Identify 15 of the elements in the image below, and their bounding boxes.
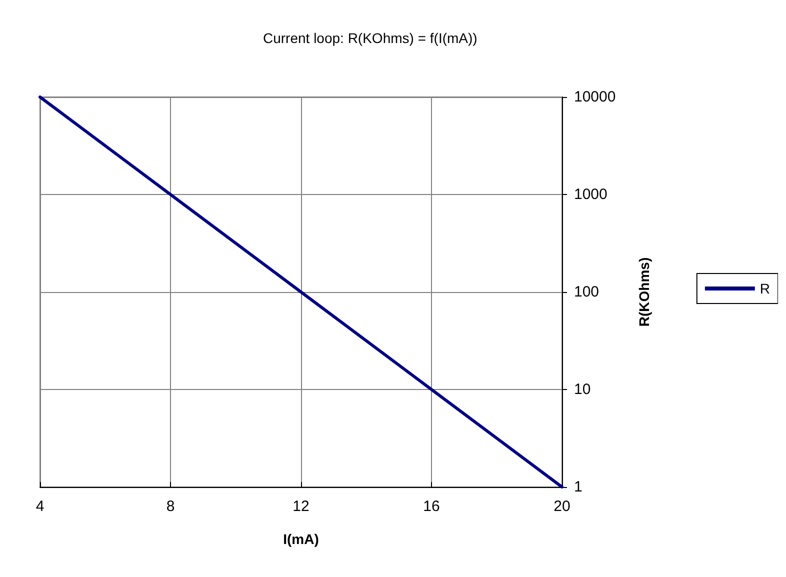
y-tick-label: 100 <box>574 284 600 300</box>
legend-label: R <box>760 280 770 296</box>
x-tick-label: 12 <box>292 498 310 515</box>
y-tick-label: 10 <box>574 381 591 398</box>
y-tick-label: 10000 <box>574 88 616 106</box>
x-axis-title: I(mA) <box>283 531 319 547</box>
y-axis-title: R(KOhms) <box>636 257 652 327</box>
chart-title: Current loop: R(KOhms) = f(I(mA)) <box>263 30 478 46</box>
y-tick-label: 1 <box>574 478 582 496</box>
x-tick-label: 20 <box>554 498 570 515</box>
x-tick-label: 16 <box>423 498 440 515</box>
line-series <box>38 96 564 488</box>
x-tick-label: 4 <box>36 498 44 515</box>
x-tick-label: 8 <box>166 498 175 515</box>
y-tick-label: 1000 <box>574 186 608 203</box>
